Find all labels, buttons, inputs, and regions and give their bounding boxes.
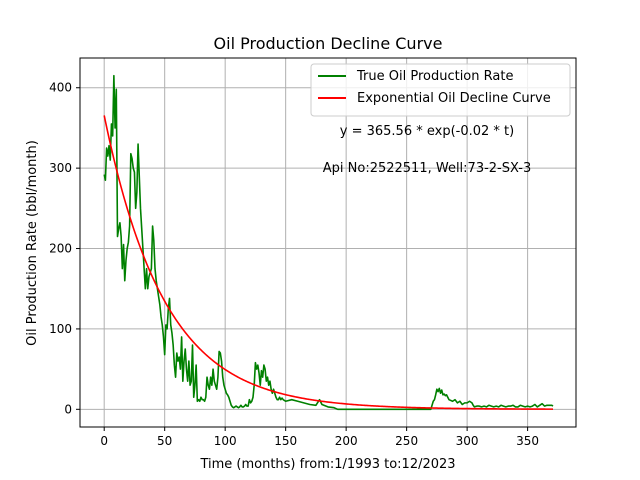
equation-annotation: y = 365.56 * exp(-0.02 * t) <box>340 124 514 139</box>
y-tick-label: 200 <box>49 242 72 256</box>
x-tick-label: 300 <box>456 434 479 448</box>
y-tick-label: 0 <box>64 402 72 416</box>
legend-label-true-rate: True Oil Production Rate <box>356 69 513 84</box>
x-axis-ticks: 0 50 100 150 200 250 300 350 <box>100 427 539 448</box>
chart-title: Oil Production Decline Curve <box>214 34 443 53</box>
y-axis-ticks: 0 100 200 300 400 <box>49 81 80 416</box>
y-tick-label: 300 <box>49 161 72 175</box>
x-tick-label: 150 <box>274 434 297 448</box>
legend: True Oil Production Rate Exponential Oil… <box>310 63 571 117</box>
series-line-decline-curve <box>103 115 554 410</box>
y-tick-label: 400 <box>49 81 72 95</box>
x-tick-label: 250 <box>395 434 418 448</box>
axes-frame <box>79 57 577 428</box>
x-tick-label: 200 <box>335 434 358 448</box>
x-axis-label: Time (months) from:1/1993 to:12/2023 <box>199 457 455 472</box>
x-tick-label: 50 <box>157 434 172 448</box>
series-line-true-rate <box>103 74 554 411</box>
y-axis-label: Oil Production Rate (bbl/month) <box>25 140 40 346</box>
grid <box>80 58 576 427</box>
x-tick-label: 100 <box>214 434 237 448</box>
legend-label-decline-curve: Exponential Oil Decline Curve <box>357 91 551 106</box>
x-tick-label: 350 <box>516 434 539 448</box>
x-tick-label: 0 <box>100 434 108 448</box>
well-annotation: Api No:2522511, Well:73-2-SX-3 <box>323 161 531 176</box>
legend-box <box>310 63 571 117</box>
y-tick-label: 100 <box>49 322 72 336</box>
plot-lines <box>103 74 554 411</box>
